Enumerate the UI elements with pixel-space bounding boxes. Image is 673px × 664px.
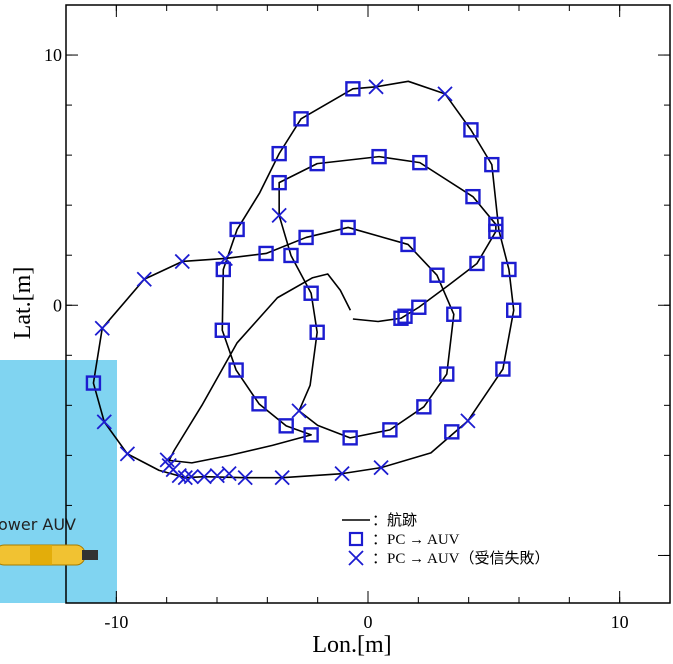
cross-marker [222, 467, 236, 481]
chart: ower AUV Lon.[m] Lat.[m] -10010-10010：航跡… [0, 0, 673, 664]
legend-cross [349, 551, 363, 565]
overlay-panel [0, 360, 117, 603]
cross-marker [120, 447, 134, 461]
y-axis-label: Lat.[m] [10, 267, 36, 340]
legend-label: ：航跡 [372, 512, 417, 529]
auv-picture [0, 545, 98, 565]
trajectory [93, 81, 513, 477]
plot-frame [66, 5, 670, 603]
legend-label: ：PC → AUV（受信失敗） [372, 550, 550, 567]
cross-marker [137, 272, 151, 286]
cross-marker [292, 404, 306, 418]
x-tick-label: -10 [104, 612, 128, 632]
auv-tail [82, 550, 98, 560]
auv-stripe [30, 545, 52, 565]
cross-marker [461, 414, 475, 428]
legend-label: ：PC → AUV [372, 532, 460, 548]
overlay-caption: ower AUV [0, 515, 76, 534]
cross-marker [438, 87, 452, 101]
y-tick-label: 0 [53, 295, 62, 315]
legend-square [350, 533, 362, 545]
x-tick-label: 0 [364, 612, 373, 632]
y-tick-label: 10 [44, 45, 62, 65]
x-tick-label: 10 [611, 612, 629, 632]
x-axis-label: Lon.[m] [312, 632, 391, 658]
